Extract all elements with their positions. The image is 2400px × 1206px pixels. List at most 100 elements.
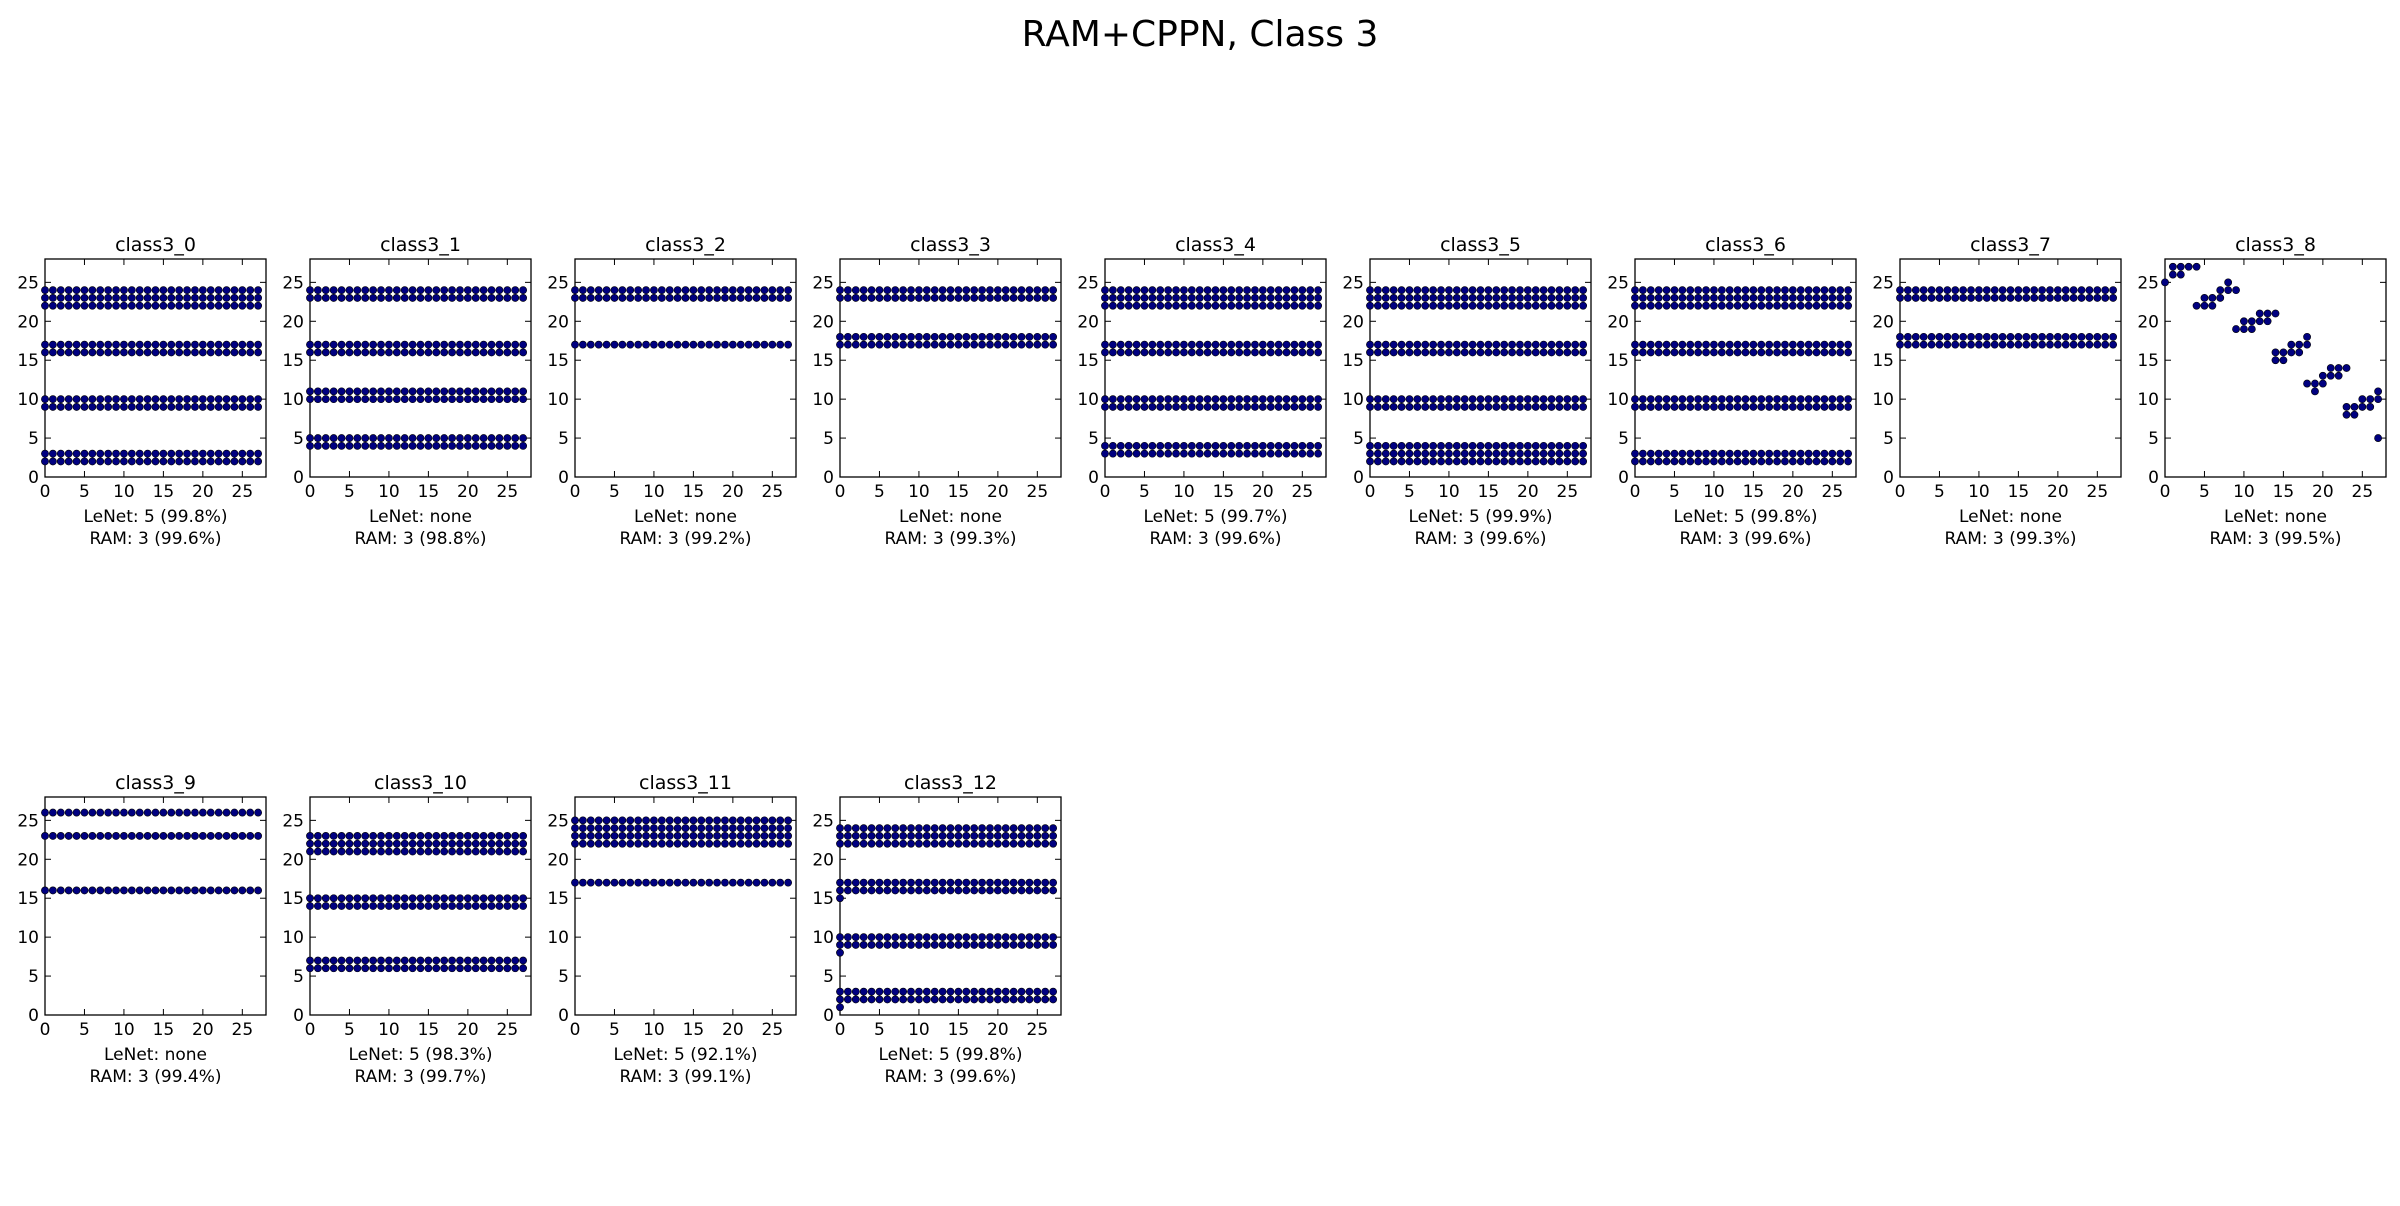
data-point: [353, 348, 362, 357]
data-point: [463, 395, 472, 404]
x-tick-label: 20: [2312, 482, 2334, 502]
data-point: [1468, 403, 1477, 411]
data-point: [254, 301, 263, 310]
data-point: [681, 340, 690, 349]
data-point: [1547, 449, 1556, 458]
y-tick-label: 10: [1342, 390, 1364, 410]
data-point: [2232, 286, 2240, 295]
data-point: [329, 286, 338, 295]
data-point: [721, 340, 729, 349]
data-point: [899, 878, 908, 887]
data-point: [72, 348, 81, 357]
data-point: [321, 348, 330, 357]
data-point: [1990, 286, 1999, 295]
data-point: [1211, 294, 1220, 302]
data-point: [1547, 395, 1556, 404]
data-point: [1539, 403, 1548, 411]
data-point: [1563, 348, 1572, 357]
data-point: [135, 340, 144, 349]
data-point: [594, 878, 603, 887]
data-point: [930, 332, 939, 341]
data-point: [1828, 403, 1837, 411]
data-point: [143, 395, 152, 404]
data-point: [2085, 332, 2094, 341]
data-point: [1266, 403, 1275, 411]
data-point: [938, 286, 947, 295]
data-point: [1001, 832, 1010, 840]
data-point: [1140, 294, 1149, 302]
data-point: [768, 816, 777, 825]
data-point: [2303, 379, 2311, 388]
data-point: [56, 395, 65, 404]
data-point: [408, 294, 417, 302]
data-point: [1187, 449, 1196, 458]
data-point: [463, 847, 472, 856]
data-point: [416, 964, 425, 973]
data-point: [159, 832, 168, 840]
lenet-label: LeNet: none: [2224, 507, 2327, 527]
data-point: [859, 824, 868, 833]
data-point: [1421, 301, 1430, 310]
data-point: [48, 449, 57, 458]
data-point: [1017, 332, 1026, 341]
data-point: [1445, 286, 1453, 295]
data-point: [313, 902, 322, 910]
data-point: [456, 894, 464, 903]
data-point: [1017, 941, 1026, 949]
data-point: [246, 449, 255, 458]
data-point: [1531, 403, 1540, 411]
data-point: [1009, 933, 1018, 942]
data-point: [392, 832, 401, 840]
x-tick-label: 25: [497, 482, 519, 502]
data-point: [1389, 340, 1398, 349]
data-point: [1686, 294, 1695, 302]
data-point: [1812, 403, 1821, 411]
data-point: [1804, 340, 1813, 349]
data-point: [1781, 348, 1789, 357]
data-point: [1389, 348, 1398, 357]
data-point: [369, 964, 378, 973]
y-tick-label: 25: [547, 273, 569, 293]
data-point: [962, 824, 971, 833]
data-point: [1943, 286, 1952, 295]
data-point: [463, 340, 472, 349]
data-point: [1484, 286, 1493, 295]
y-tick-label: 10: [1077, 390, 1099, 410]
data-point: [1975, 294, 1983, 302]
data-point: [705, 832, 714, 840]
data-point: [1381, 395, 1390, 404]
data-point: [1437, 395, 1445, 404]
data-point: [1251, 449, 1259, 458]
data-point: [1437, 301, 1445, 310]
data-point: [1836, 340, 1845, 349]
data-point: [859, 987, 868, 996]
data-point: [1460, 441, 1469, 450]
data-point: [986, 839, 994, 848]
data-point: [2046, 332, 2054, 341]
data-point: [448, 964, 456, 973]
data-point: [1773, 348, 1781, 357]
lenet-label: LeNet: none: [1959, 507, 2062, 527]
data-point: [1156, 294, 1165, 302]
data-point: [1927, 286, 1936, 295]
data-point: [784, 824, 793, 833]
data-point: [594, 816, 603, 825]
data-point: [1049, 340, 1058, 349]
data-point: [705, 824, 714, 833]
data-point: [1967, 340, 1975, 349]
data-point: [1903, 332, 1912, 341]
y-tick-label: 0: [1353, 468, 1364, 488]
data-point: [1935, 332, 1944, 341]
data-point: [962, 987, 971, 996]
data-point: [1927, 294, 1936, 302]
data-point: [851, 839, 860, 848]
data-point: [836, 987, 844, 996]
data-point: [1187, 348, 1196, 357]
data-point: [1452, 301, 1461, 310]
data-point: [96, 403, 105, 411]
data-point: [899, 839, 908, 848]
data-point: [1001, 941, 1010, 949]
data-point: [1710, 301, 1718, 310]
